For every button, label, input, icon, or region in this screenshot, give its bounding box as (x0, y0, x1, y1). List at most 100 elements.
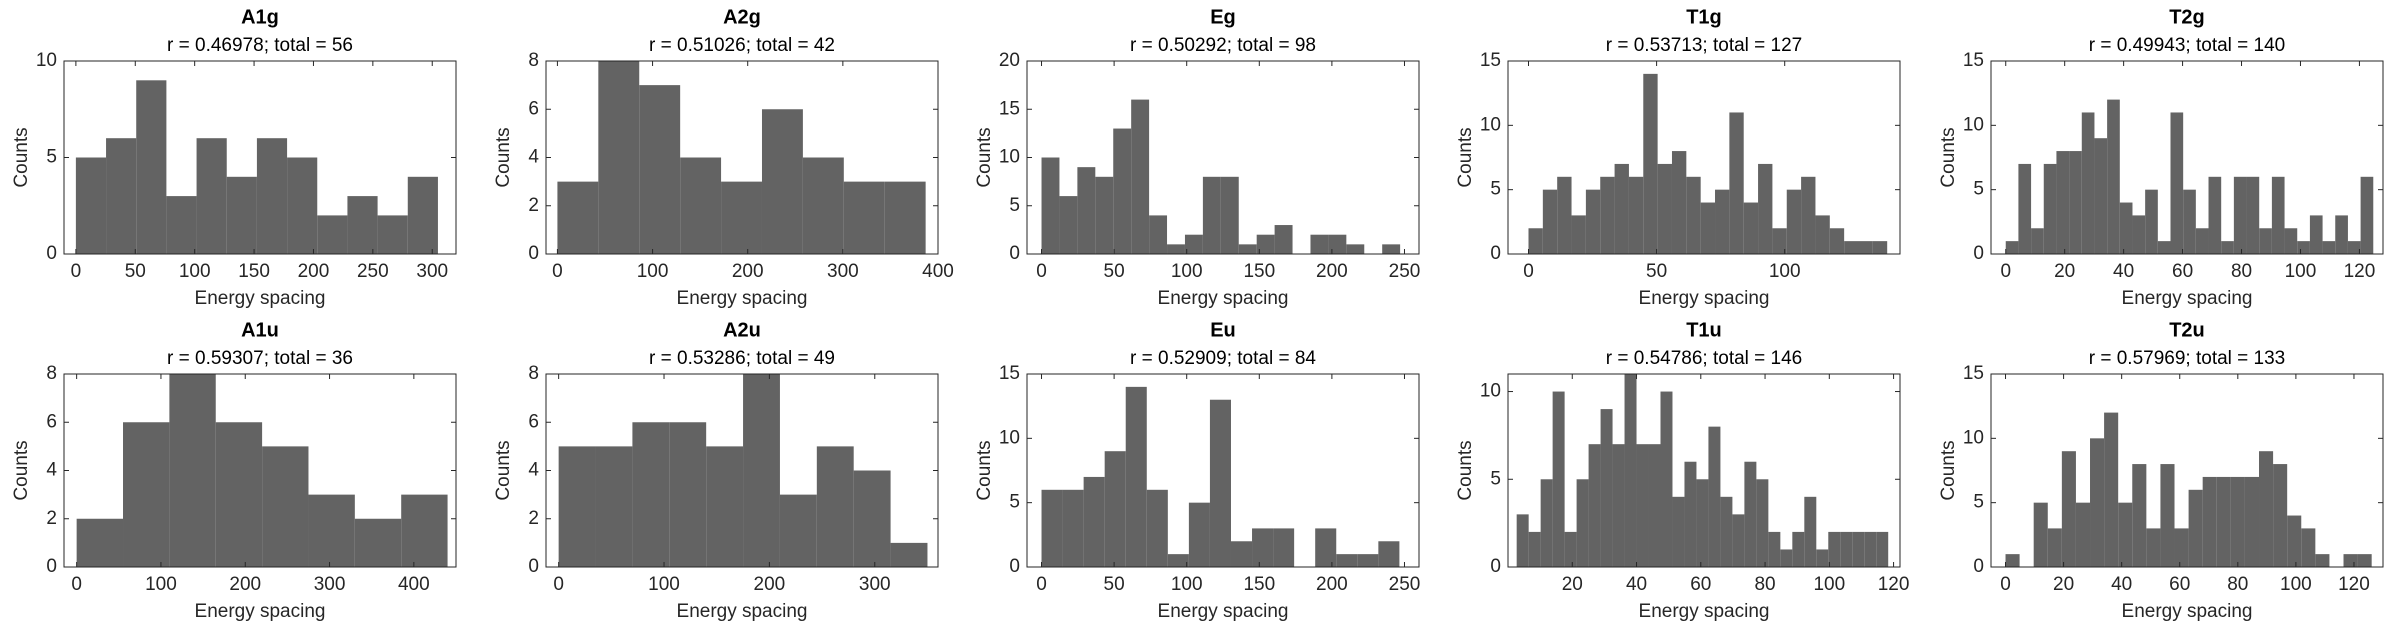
x-tick-label: 50 (1104, 261, 1125, 282)
y-tick-label: 0 (528, 556, 539, 577)
histogram-bar (2043, 163, 2057, 254)
histogram-bar (1328, 234, 1347, 254)
histogram-bar (2031, 228, 2044, 254)
histogram-bar (1696, 479, 1709, 567)
y-tick-label: 0 (1490, 556, 1501, 577)
histogram-bar (2230, 476, 2245, 567)
histogram-bar (1256, 234, 1275, 254)
histogram-bar (1829, 228, 1845, 254)
histogram-bar (1600, 409, 1613, 567)
axes-box (1990, 60, 2384, 255)
x-tick-label: 100 (637, 261, 669, 282)
histogram-bar (1209, 399, 1231, 567)
x-tick-label: 50 (1104, 574, 1125, 595)
histogram-bar (1792, 531, 1805, 567)
histogram-bar (317, 215, 348, 254)
histogram-bar (2033, 502, 2048, 567)
x-axis-label: Energy spacing (677, 288, 808, 309)
y-tick-label: 0 (1973, 556, 1984, 577)
histogram-bar (1104, 451, 1126, 567)
chart-title: Eg (1210, 6, 1236, 28)
x-tick-label: 100 (2285, 261, 2317, 282)
x-tick-label: 0 (71, 574, 82, 595)
histogram-bar (632, 422, 670, 567)
x-axis-label: Energy spacing (1158, 288, 1289, 309)
y-axis-label: Counts (974, 127, 995, 187)
histogram-bar (1720, 496, 1733, 567)
histogram-bar (2357, 554, 2372, 567)
histogram-bar (2094, 138, 2108, 254)
histogram-bar (308, 494, 355, 567)
histogram-bar (1516, 514, 1529, 567)
histogram-bar (2146, 528, 2161, 567)
histogram-bar (1059, 196, 1078, 254)
histogram-bar (2157, 241, 2171, 254)
histogram-bar (1628, 176, 1644, 254)
x-tick-label: 100 (179, 261, 211, 282)
histogram-bar (1252, 528, 1274, 567)
y-axis-label: Counts (1938, 440, 1959, 500)
y-tick-label: 2 (46, 508, 57, 529)
histogram-bar (2360, 176, 2374, 254)
histogram-bar (816, 446, 854, 567)
histogram-bar (287, 157, 318, 254)
x-tick-label: 100 (648, 574, 680, 595)
chart-subtitle: r = 0.53286; total = 49 (649, 348, 835, 369)
histogram-bar (2132, 215, 2146, 254)
histogram-bar (1700, 202, 1716, 254)
chart-subtitle: r = 0.51026; total = 42 (649, 35, 835, 56)
y-tick-label: 5 (1973, 179, 1984, 200)
y-tick-label: 4 (528, 460, 539, 481)
x-tick-label: 400 (398, 574, 430, 595)
histogram-bar (1729, 112, 1744, 254)
histogram-bar (1095, 176, 1114, 254)
histogram-bar (226, 176, 257, 254)
histogram-bar (1660, 391, 1673, 567)
histogram-bar (123, 422, 170, 567)
axes-box (1507, 373, 1901, 568)
x-tick-label: 200 (732, 261, 764, 282)
histogram-bar (1310, 234, 1329, 254)
x-tick-label: 0 (2000, 261, 2011, 282)
y-tick-label: 0 (46, 556, 57, 577)
histogram-bar (2005, 554, 2020, 567)
histogram-bar (680, 157, 722, 254)
y-tick-label: 10 (999, 427, 1020, 448)
x-tick-label: 40 (2113, 261, 2134, 282)
x-tick-label: 40 (2111, 574, 2132, 595)
histogram-bar (2273, 464, 2288, 567)
x-tick-label: 150 (1243, 261, 1275, 282)
x-tick-label: 300 (859, 574, 891, 595)
histogram-bar (1274, 225, 1293, 254)
histogram-bar (2216, 476, 2231, 567)
histogram-bar (2259, 228, 2272, 254)
histogram-bar (2271, 176, 2285, 254)
x-tick-label: 100 (1171, 574, 1203, 595)
histogram-bar (1844, 241, 1859, 254)
x-tick-label: 200 (754, 574, 786, 595)
histogram-bar (1528, 531, 1541, 567)
histogram-bar (1816, 549, 1829, 567)
chart-subtitle: r = 0.52909; total = 84 (1130, 348, 1316, 369)
x-tick-label: 120 (1878, 574, 1910, 595)
chart-subtitle: r = 0.46978; total = 56 (167, 35, 353, 56)
histogram-bar (2005, 241, 2019, 254)
histogram-bar (1230, 541, 1253, 567)
y-tick-label: 10 (1480, 114, 1501, 135)
x-tick-label: 150 (1243, 574, 1275, 595)
histogram-bar (1686, 176, 1701, 254)
y-tick-label: 20 (999, 50, 1020, 71)
chart-title: A2u (723, 319, 761, 341)
histogram-bar (1062, 489, 1084, 567)
histogram-bar (2075, 502, 2091, 567)
histogram-bar (2335, 215, 2348, 254)
x-tick-label: 0 (2000, 574, 2011, 595)
histogram-bar (1768, 531, 1781, 567)
histogram-bar (2202, 476, 2217, 567)
y-tick-label: 15 (1480, 50, 1501, 71)
histogram-bar (1624, 374, 1637, 567)
histogram-bar (557, 181, 599, 254)
histogram-bar (1648, 444, 1661, 567)
histogram-bar (347, 196, 378, 254)
histogram-bar (1557, 176, 1572, 254)
